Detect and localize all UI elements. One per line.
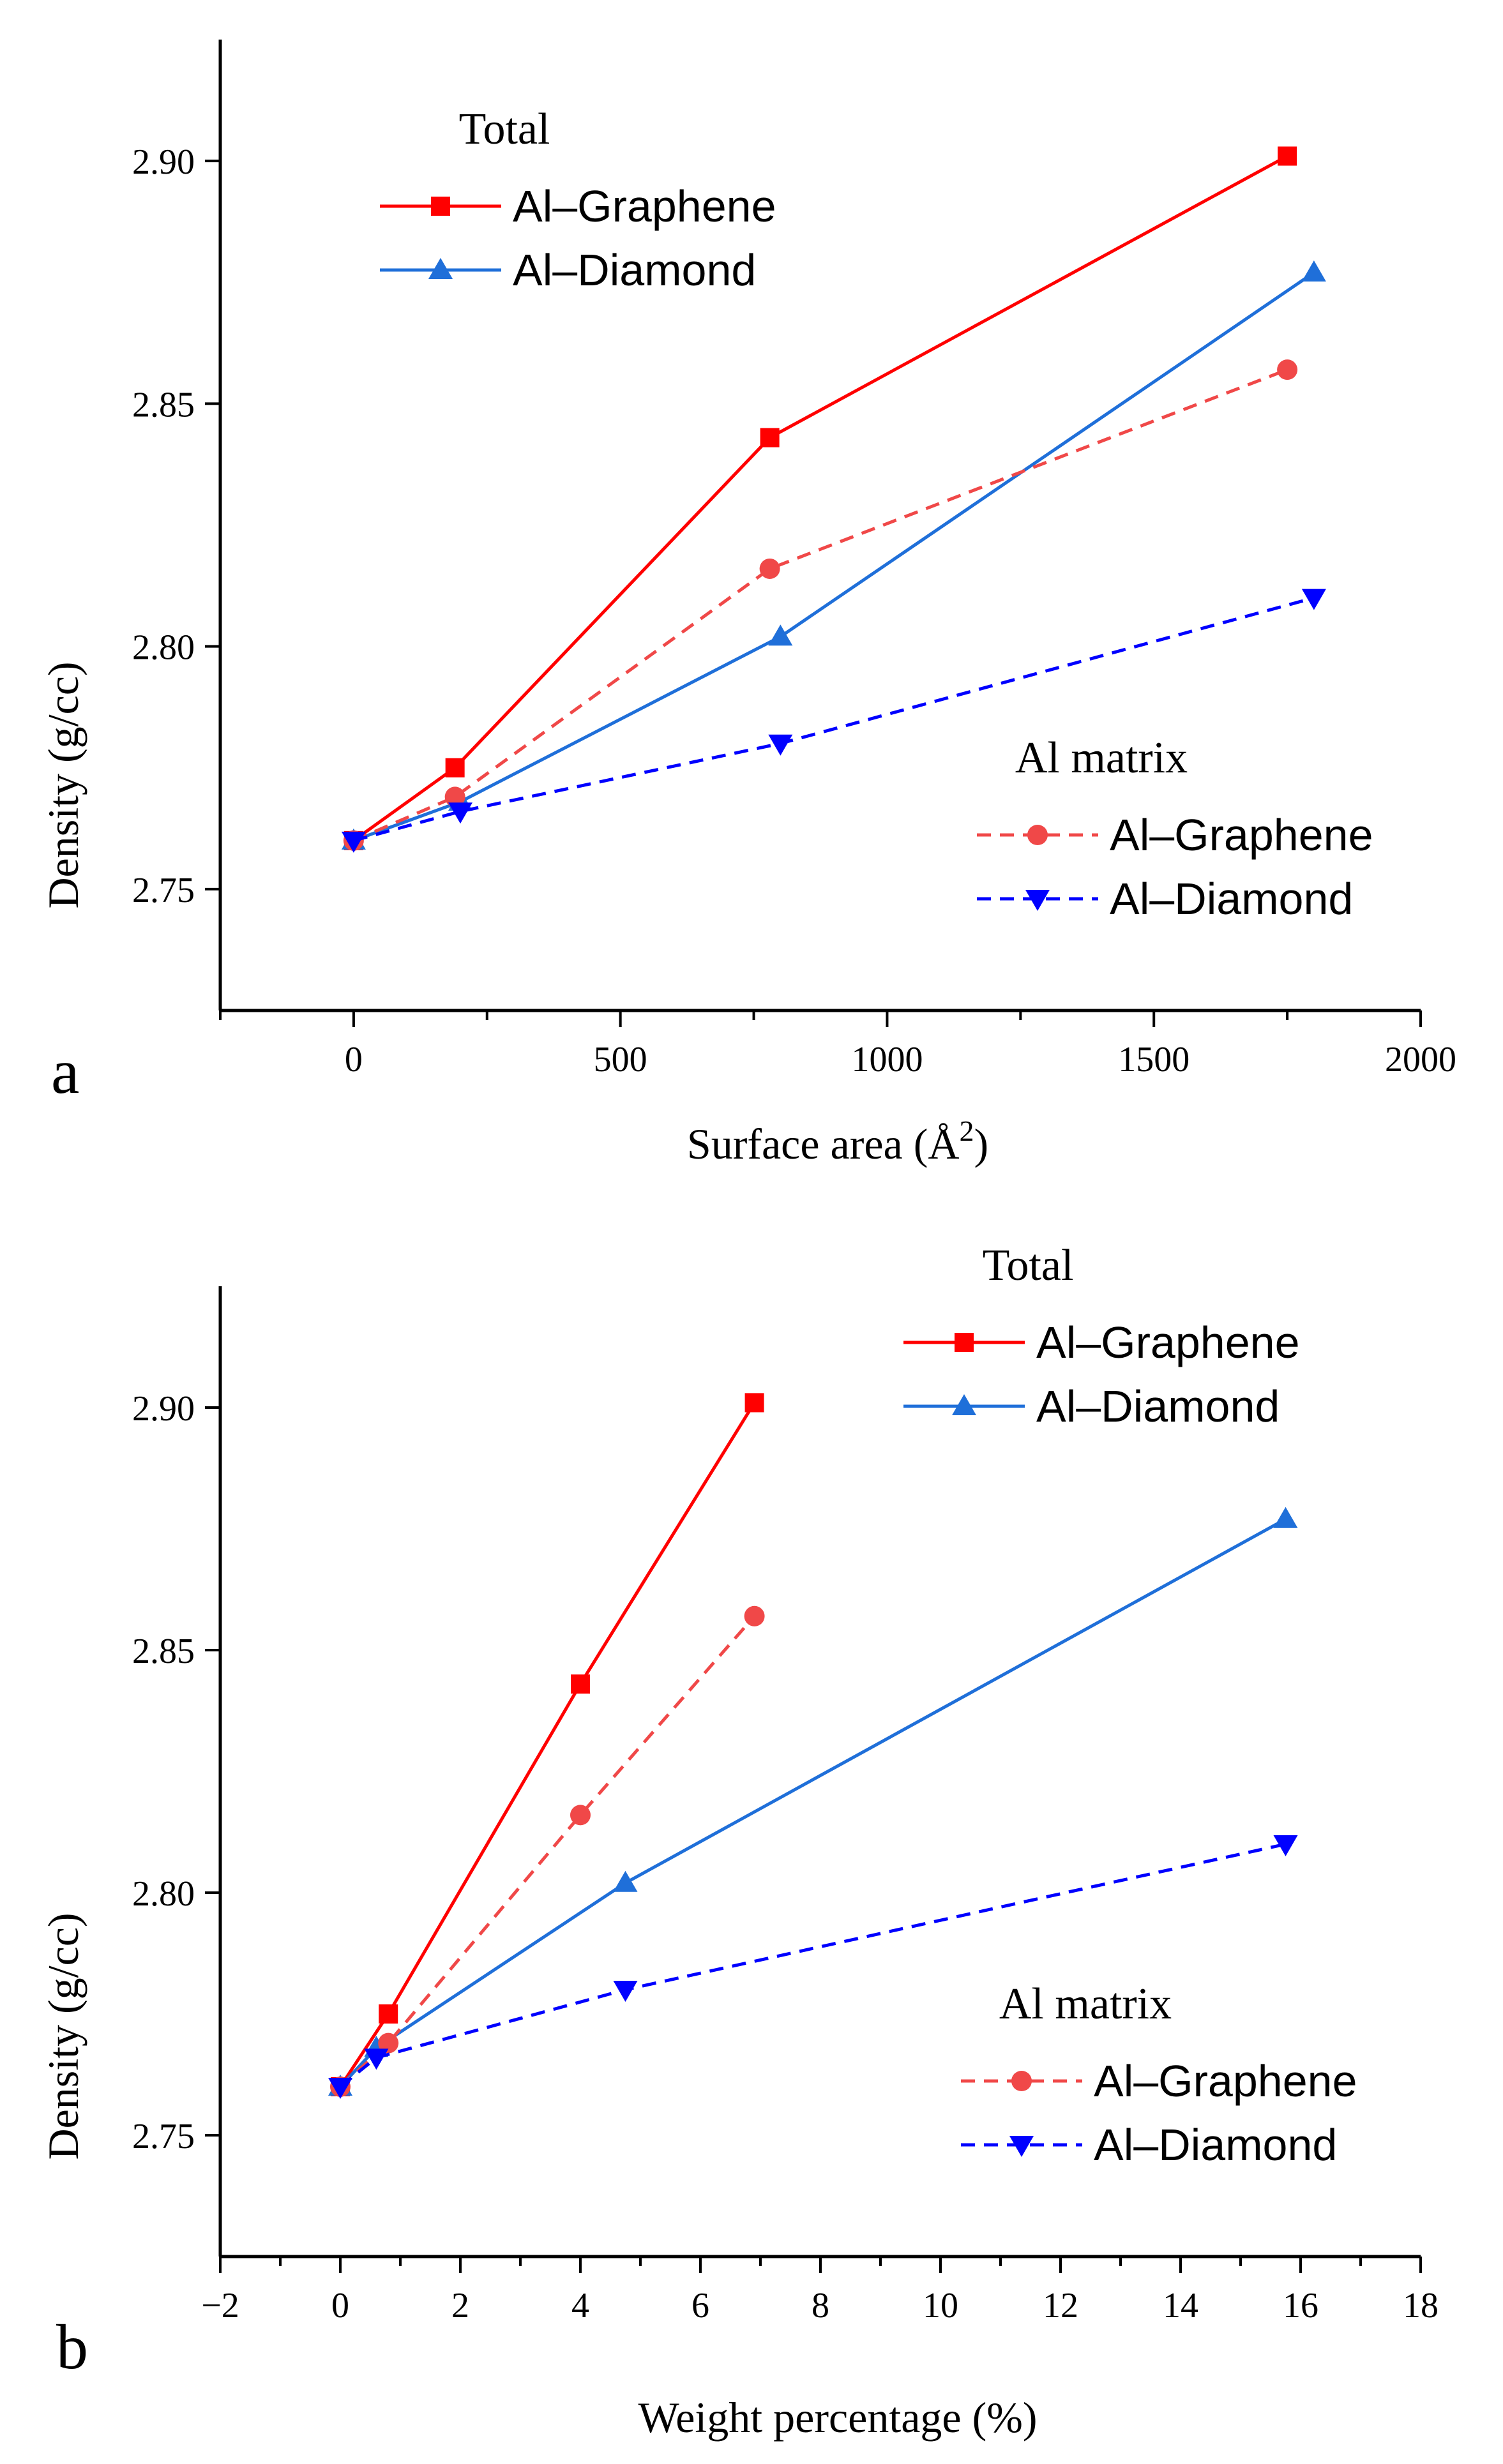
panel-b-legend-title-matrix: Al matrix — [999, 1979, 1172, 2029]
panel-b-legend-label-matrix-diamond: Al–Diamond — [1094, 2120, 1337, 2170]
panel-a-point-matrix-graphene — [444, 786, 465, 808]
panel-b-legend-marker-matrix-graphene — [1011, 2071, 1032, 2091]
panel-b-y-tick-label: 2.90 — [132, 1389, 195, 1429]
panel-a-series-line-total-graphene — [352, 154, 1288, 842]
panel-b-x-tick-label: 4 — [571, 2286, 589, 2325]
panel-b: b −2 0 2 4 6 8 10 12 14 16 18 2.75 2.80 2.85 2.90 Tota… — [39, 1241, 1439, 2442]
panel-b-x-tick-label: 10 — [923, 2286, 958, 2325]
panel-letter-a: a — [51, 1036, 79, 1107]
panel-a-legend-marker-matrix-diamond — [1025, 890, 1050, 911]
panel-a-point-total-graphene — [1278, 146, 1297, 166]
panel-b-point-matrix-graphene — [570, 1805, 591, 1826]
panel-a-legend-marker-matrix-graphene — [1027, 825, 1048, 845]
panel-a-y-tick-label: 2.75 — [132, 871, 195, 910]
panel-a-legend-label-total-diamond: Al–Diamond — [513, 245, 756, 295]
panel-a-series-line-matrix-diamond — [353, 596, 1315, 843]
panel-a-point-total-diamond — [1301, 260, 1326, 282]
panel-a-series — [341, 146, 1326, 853]
panel-b-legend-label-total-diamond: Al–Diamond — [1036, 1381, 1280, 1431]
panel-a-ticks: 0 500 1000 1500 2000 2.75 2.80 2.85 2.90 — [132, 142, 1456, 1079]
panel-b-x-tick-label: 12 — [1043, 2286, 1078, 2325]
panel-a-x-tick-label: 1500 — [1118, 1040, 1190, 1079]
panel-b-point-matrix-graphene — [744, 1605, 765, 1626]
panel-a-x-tick-label: 0 — [345, 1040, 363, 1079]
panel-a-x-axis-title-sup: 2 — [959, 1115, 974, 1147]
panel-a-x-tick-label: 2000 — [1385, 1040, 1456, 1079]
panel-a-y-tick-label: 2.90 — [132, 142, 195, 182]
panel-b-legend-label-matrix-graphene: Al–Graphene — [1094, 2056, 1357, 2106]
panel-b-point-total-graphene — [379, 2004, 398, 2024]
panel-b-y-tick-label: 2.75 — [132, 2117, 195, 2156]
panel-b-point-matrix-diamond — [328, 2078, 352, 2099]
panel-b-x-tick-label: 2 — [451, 2286, 469, 2325]
panel-b-legend-marker-total-graphene — [955, 1333, 974, 1352]
panel-a-point-matrix-diamond — [341, 831, 366, 853]
panel-a: a 0 500 1000 1500 2000 2.75 2.80 2.85 2.90 Total… — [39, 40, 1456, 1168]
panel-a-point-matrix-graphene — [759, 558, 780, 579]
panel-a-legend-label-total-graphene: Al–Graphene — [513, 181, 776, 231]
panel-b-x-tick-label: 6 — [691, 2286, 709, 2325]
panel-b-legend-marker-matrix-diamond — [1009, 2136, 1034, 2157]
panel-a-y-tick-label: 2.80 — [132, 628, 195, 668]
panel-a-x-axis-title: Surface area (Å2) — [687, 1115, 988, 1168]
panel-a-point-matrix-diamond — [448, 802, 472, 824]
panel-a-point-total-diamond — [768, 624, 793, 646]
panel-a-series-line-total-diamond — [353, 271, 1315, 843]
panel-b-x-tick-label: −2 — [201, 2286, 239, 2325]
panel-a-point-total-graphene — [445, 758, 465, 778]
panel-b-point-matrix-graphene — [378, 2032, 399, 2054]
panel-b-y-axis-title: Density (g/cc) — [39, 1912, 87, 2160]
panel-b-legend-title-total: Total — [983, 1241, 1074, 1290]
panel-a-legend-label-matrix-graphene: Al–Graphene — [1110, 810, 1373, 860]
panel-a-legend-marker-total-graphene — [431, 197, 450, 216]
panel-a-point-total-graphene — [760, 428, 780, 447]
panel-b-series-line-matrix-graphene — [339, 1615, 756, 2088]
panel-b-series-line-total-graphene — [338, 1402, 756, 2088]
panel-b-series-line-matrix-diamond — [339, 1842, 1287, 2088]
panel-b-ticks: −2 0 2 4 6 8 10 12 14 16 18 2.75 2.80 2.85 2.90 — [132, 1389, 1439, 2325]
panel-a-legend-marker-total-diamond — [428, 258, 453, 279]
panel-b-axes — [218, 1286, 1421, 2258]
panel-a-axes — [218, 40, 1421, 1012]
panel-b-point-total-graphene — [571, 1674, 590, 1694]
panel-b-point-matrix-diamond — [1273, 1835, 1298, 1856]
panel-a-point-matrix-diamond — [1301, 589, 1326, 610]
panel-b-y-tick-label: 2.80 — [132, 1874, 195, 1914]
panel-b-x-tick-label: 0 — [331, 2286, 349, 2325]
panel-b-series — [328, 1393, 1298, 2099]
panel-a-legends: Total Al–Graphene Al–Diamond Al matrix Al–Gr… — [380, 105, 1373, 924]
panel-a-series-line-matrix-graphene — [352, 368, 1288, 843]
panel-a-x-tick-label: 500 — [594, 1040, 647, 1079]
panel-b-legend-marker-total-diamond — [952, 1394, 976, 1415]
panel-b-point-total-diamond — [613, 1870, 638, 1892]
panel-a-legend-label-matrix-diamond: Al–Diamond — [1110, 874, 1353, 924]
panel-b-series-line-total-diamond — [339, 1517, 1287, 2088]
panel-a-x-axis-title-end: ) — [974, 1120, 988, 1168]
panel-a-y-axis-title: Density (g/cc) — [39, 661, 87, 908]
panel-b-point-matrix-diamond — [364, 2048, 389, 2070]
panel-a-point-matrix-graphene — [1277, 359, 1298, 380]
panel-a-legend-title-total: Total — [459, 105, 550, 154]
panel-b-legends: Total Al–Graphene Al–Diamond Al matrix Al–Gr… — [903, 1241, 1357, 2170]
panel-b-x-tick-label: 18 — [1403, 2286, 1439, 2325]
panel-b-legend-label-total-graphene: Al–Graphene — [1036, 1318, 1300, 1367]
panel-b-y-tick-label: 2.85 — [132, 1632, 195, 1671]
panel-a-x-axis-title-main: Surface area (Å — [687, 1120, 960, 1168]
panel-b-x-axis-title: Weight percentage (%) — [638, 2393, 1037, 2442]
panel-a-y-tick-label: 2.85 — [132, 385, 195, 424]
panel-a-point-matrix-diamond — [768, 734, 793, 756]
panel-a-legend-title-matrix: Al matrix — [1015, 733, 1188, 783]
panel-letter-b: b — [56, 2311, 88, 2382]
panel-b-x-tick-label: 8 — [812, 2286, 829, 2325]
panel-b-point-matrix-diamond — [613, 1981, 638, 2002]
panel-b-x-tick-label: 14 — [1163, 2286, 1198, 2325]
panel-b-point-total-graphene — [744, 1393, 764, 1413]
panel-a-x-tick-label: 1000 — [851, 1040, 923, 1079]
panel-b-x-tick-label: 16 — [1283, 2286, 1318, 2325]
panel-b-point-total-diamond — [1273, 1506, 1298, 1528]
